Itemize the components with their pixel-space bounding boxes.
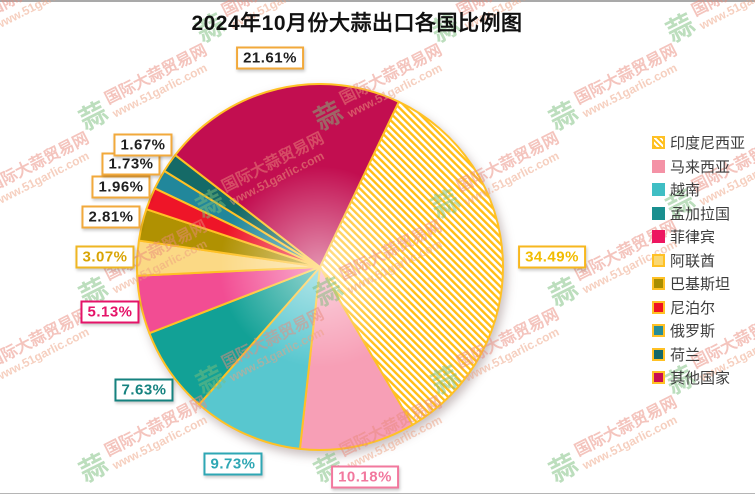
legend-label-others: 其他国家 bbox=[670, 370, 731, 388]
legend-swatch-indonesia-icon bbox=[652, 136, 665, 150]
legend-item-pakistan[interactable]: 巴基斯坦 bbox=[652, 272, 745, 296]
legend-swatch-bangladesh-icon bbox=[652, 206, 665, 220]
legend-swatch-malaysia-icon bbox=[652, 159, 665, 173]
legend-label-indonesia: 印度尼西亚 bbox=[670, 135, 746, 153]
legend-swatch-vietnam-icon bbox=[652, 183, 665, 197]
legend-item-bangladesh[interactable]: 孟加拉国 bbox=[652, 202, 745, 226]
legend-label-philippines: 菲律宾 bbox=[670, 229, 716, 247]
legend-item-malaysia[interactable]: 马来西亚 bbox=[652, 155, 745, 179]
legend-label-bangladesh: 孟加拉国 bbox=[670, 205, 731, 223]
legend-item-philippines[interactable]: 菲律宾 bbox=[652, 225, 745, 249]
legend-item-vietnam[interactable]: 越南 bbox=[652, 178, 745, 202]
legend-item-uae[interactable]: 阿联酋 bbox=[652, 249, 745, 273]
legend-swatch-netherlands-icon bbox=[652, 347, 665, 361]
legend-swatch-others-icon bbox=[652, 371, 665, 385]
legend-item-netherlands[interactable]: 荷兰 bbox=[652, 343, 745, 367]
legend-item-russia[interactable]: 俄罗斯 bbox=[652, 319, 745, 343]
legend: 印度尼西亚马来西亚越南孟加拉国菲律宾阿联酋巴基斯坦尼泊尔俄罗斯荷兰其他国家 bbox=[652, 131, 745, 390]
legend-item-indonesia[interactable]: 印度尼西亚 bbox=[652, 131, 745, 155]
legend-swatch-pakistan-icon bbox=[652, 277, 665, 291]
legend-swatch-nepal-icon bbox=[652, 300, 665, 314]
legend-swatch-uae-icon bbox=[652, 253, 665, 267]
legend-label-malaysia: 马来西亚 bbox=[670, 158, 731, 176]
legend-item-nepal[interactable]: 尼泊尔 bbox=[652, 296, 745, 320]
legend-label-vietnam: 越南 bbox=[670, 182, 701, 200]
legend-item-others[interactable]: 其他国家 bbox=[652, 366, 745, 390]
legend-label-uae: 阿联酋 bbox=[670, 252, 716, 270]
chart-title: 2024年10月份大蒜出口各国比例图 bbox=[191, 12, 523, 35]
legend-swatch-russia-icon bbox=[652, 324, 665, 338]
legend-label-pakistan: 巴基斯坦 bbox=[670, 276, 731, 294]
legend-label-netherlands: 荷兰 bbox=[670, 346, 701, 364]
legend-label-nepal: 尼泊尔 bbox=[670, 299, 716, 317]
legend-swatch-philippines-icon bbox=[652, 230, 665, 244]
legend-label-russia: 俄罗斯 bbox=[670, 323, 716, 341]
